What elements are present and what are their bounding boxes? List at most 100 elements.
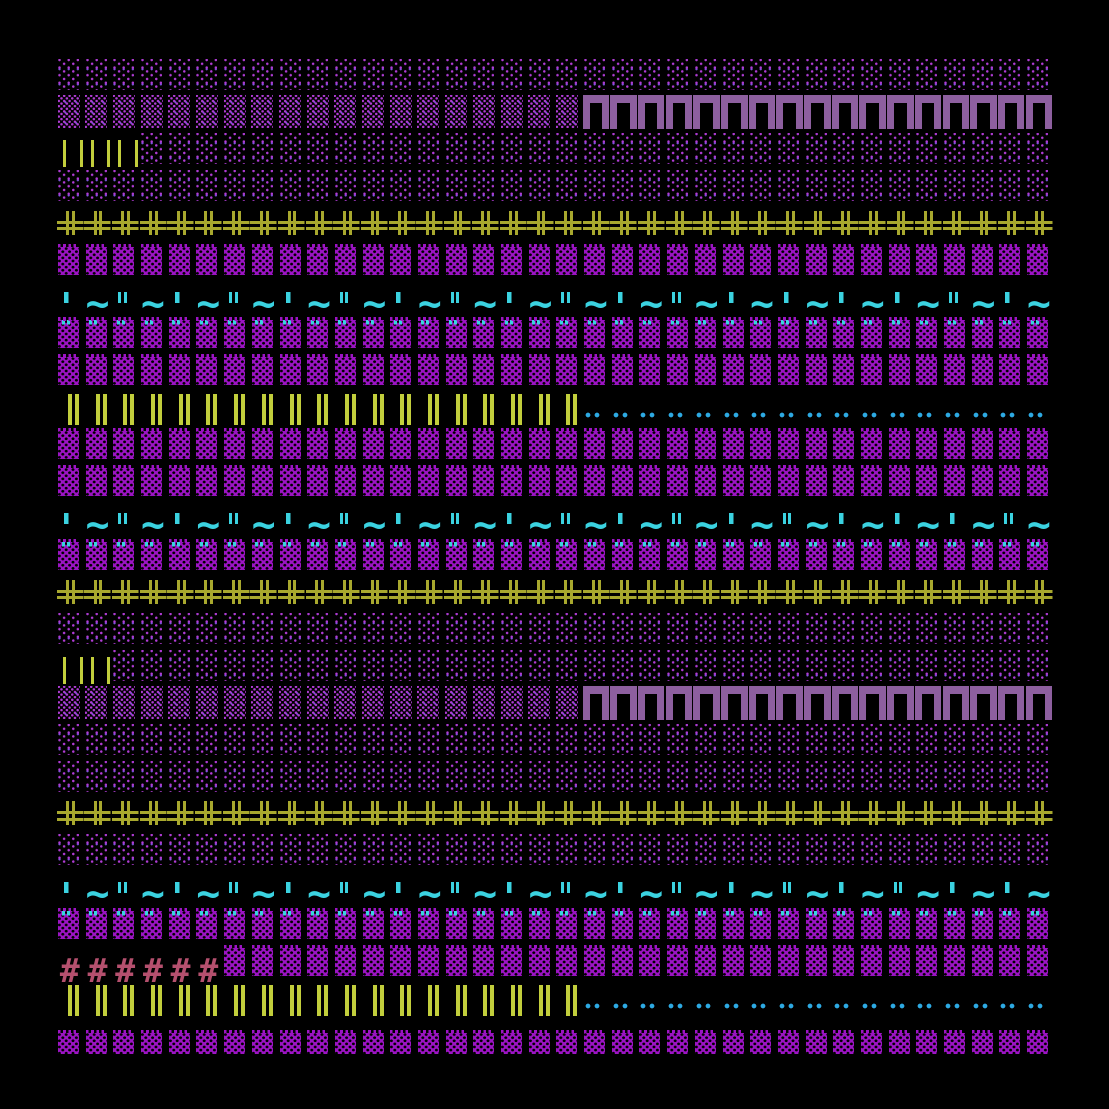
glyph-double-cross	[831, 203, 859, 241]
glyph-light-shade-dots	[361, 56, 389, 93]
glyph-dark-shade-block	[554, 351, 582, 388]
glyph-tilde: ~	[306, 280, 332, 327]
glyph-light-shade-dots	[582, 721, 610, 758]
glyph-dark-shade-block-cyan-ticks	[804, 314, 832, 351]
glyph-double-cross	[942, 572, 970, 610]
glyph-single-tick	[277, 277, 306, 315]
glyph-light-shade-dots	[56, 610, 84, 647]
glyph-dark-shade-block	[721, 351, 749, 388]
glyph-dark-shade-block-cyan-ticks	[970, 314, 998, 351]
glyph-light-shade-dots	[471, 721, 499, 758]
glyph-light-shade-dots	[194, 610, 222, 647]
glyph-dark-shade-block	[250, 942, 278, 979]
glyph-double-cross	[526, 572, 555, 610]
glyph-light-shade-dots	[721, 721, 749, 758]
glyph-dark-shade-block-cyan-ticks	[194, 314, 222, 351]
glyph-double-cross	[831, 572, 859, 610]
glyph-double-cross	[332, 572, 361, 610]
glyph-dark-shade-block-cyan-ticks	[499, 905, 527, 942]
glyph-dark-shade-block-cyan-ticks	[444, 314, 472, 351]
glyph-dark-shade-block-cyan-ticks	[637, 536, 665, 573]
glyph-double-cross	[775, 203, 804, 241]
glyph-dark-shade-block	[665, 241, 693, 278]
glyph-tilde: ~	[749, 502, 775, 549]
glyph-dark-shade-block	[416, 942, 444, 979]
glyph-double-cross	[166, 794, 195, 832]
glyph-light-shade-dots	[499, 647, 527, 684]
glyph-light-shade-dots	[582, 56, 610, 93]
glyph-double-cross	[471, 572, 499, 610]
glyph-dark-shade-block	[222, 351, 250, 388]
glyph-light-shade-dots	[305, 167, 333, 204]
glyph-dark-shade-block-clipped	[804, 1016, 832, 1054]
glyph-light-shade-dots	[527, 831, 555, 868]
glyph-pi-arch	[831, 684, 859, 721]
glyph-dot-pair	[831, 979, 859, 1016]
glyph-double-tick	[554, 499, 582, 536]
glyph-medium-shade-dots	[278, 684, 306, 721]
glyph-light-shade-dots	[499, 721, 527, 758]
glyph-dark-shade-block-cyan-ticks	[748, 905, 776, 942]
glyph-light-shade-dots	[997, 721, 1025, 758]
glyph-row	[56, 979, 1053, 1016]
glyph-dark-shade-block	[748, 351, 776, 388]
glyph-dot-pair	[609, 388, 638, 426]
glyph-dot-pair	[665, 388, 693, 426]
glyph-dark-shade-block	[278, 241, 306, 278]
glyph-light-shade-dots	[250, 610, 278, 647]
glyph-dark-shade-block-cyan-ticks	[721, 314, 749, 351]
glyph-dark-shade-block	[56, 241, 84, 278]
glyph-pi-arch	[831, 93, 859, 130]
glyph-light-shade-dots	[388, 721, 416, 758]
glyph-tilde: ~	[528, 502, 553, 549]
glyph-dot-pair	[858, 388, 887, 426]
glyph-light-shade-dots	[887, 721, 915, 758]
glyph-double-cross	[332, 794, 361, 832]
glyph-dark-shade-block	[859, 241, 887, 278]
glyph-dark-shade-block-cyan-ticks	[333, 314, 361, 351]
glyph-dark-shade-block	[914, 425, 942, 462]
glyph-dark-shade-block-cyan-ticks	[582, 536, 610, 573]
glyph-single-tick	[609, 868, 638, 906]
glyph-double-cross	[388, 572, 416, 610]
glyph-dark-shade-block-cyan-ticks	[665, 536, 693, 573]
glyph-light-shade-dots	[804, 167, 832, 204]
glyph-double-cross	[637, 203, 665, 241]
glyph-light-shade-dots	[887, 130, 915, 167]
glyph-dot-pair	[914, 979, 942, 1016]
glyph-medium-shade-dots	[167, 93, 195, 130]
glyph-row	[56, 129, 1053, 167]
glyph-dark-shade-block	[250, 425, 278, 462]
glyph-tilde: ~	[251, 502, 276, 549]
glyph-light-shade-dots	[167, 610, 195, 647]
glyph-dark-shade-block	[887, 425, 915, 462]
glyph-dark-shade-block-cyan-ticks	[748, 536, 776, 573]
glyph-light-shade-dots	[527, 56, 555, 93]
glyph-wide-double-bar	[111, 129, 139, 167]
glyph-light-shade-dots	[997, 831, 1025, 868]
glyph-dark-shade-block-cyan-ticks	[499, 314, 527, 351]
glyph-pi-arch	[776, 684, 804, 721]
glyph-light-shade-dots	[1025, 610, 1053, 647]
glyph-light-shade-dots	[721, 758, 749, 795]
glyph-light-shade-dots	[942, 721, 970, 758]
glyph-light-shade-dots	[416, 831, 444, 868]
glyph-dark-shade-block-clipped	[278, 1016, 306, 1054]
glyph-light-shade-dots	[222, 610, 250, 647]
glyph-double-cross	[526, 794, 555, 832]
glyph-single-tick	[831, 499, 859, 536]
glyph-dark-shade-block-cyan-ticks	[887, 536, 915, 573]
glyph-light-shade-dots	[305, 831, 333, 868]
glyph-tilde: ~	[251, 280, 276, 327]
glyph-light-shade-dots	[222, 721, 250, 758]
glyph-medium-shade-dots	[194, 93, 222, 130]
glyph-tilde: ~	[860, 280, 885, 327]
glyph-dark-shade-block-cyan-ticks	[831, 314, 859, 351]
glyph-tilde: ~	[583, 280, 608, 327]
glyph-double-tick	[886, 868, 915, 906]
glyph-light-shade-dots	[748, 167, 776, 204]
glyph-dark-shade-block	[499, 425, 527, 462]
glyph-double-cross	[665, 203, 693, 241]
glyph-double-tick	[332, 868, 361, 906]
glyph-tilde: ~	[196, 502, 221, 549]
